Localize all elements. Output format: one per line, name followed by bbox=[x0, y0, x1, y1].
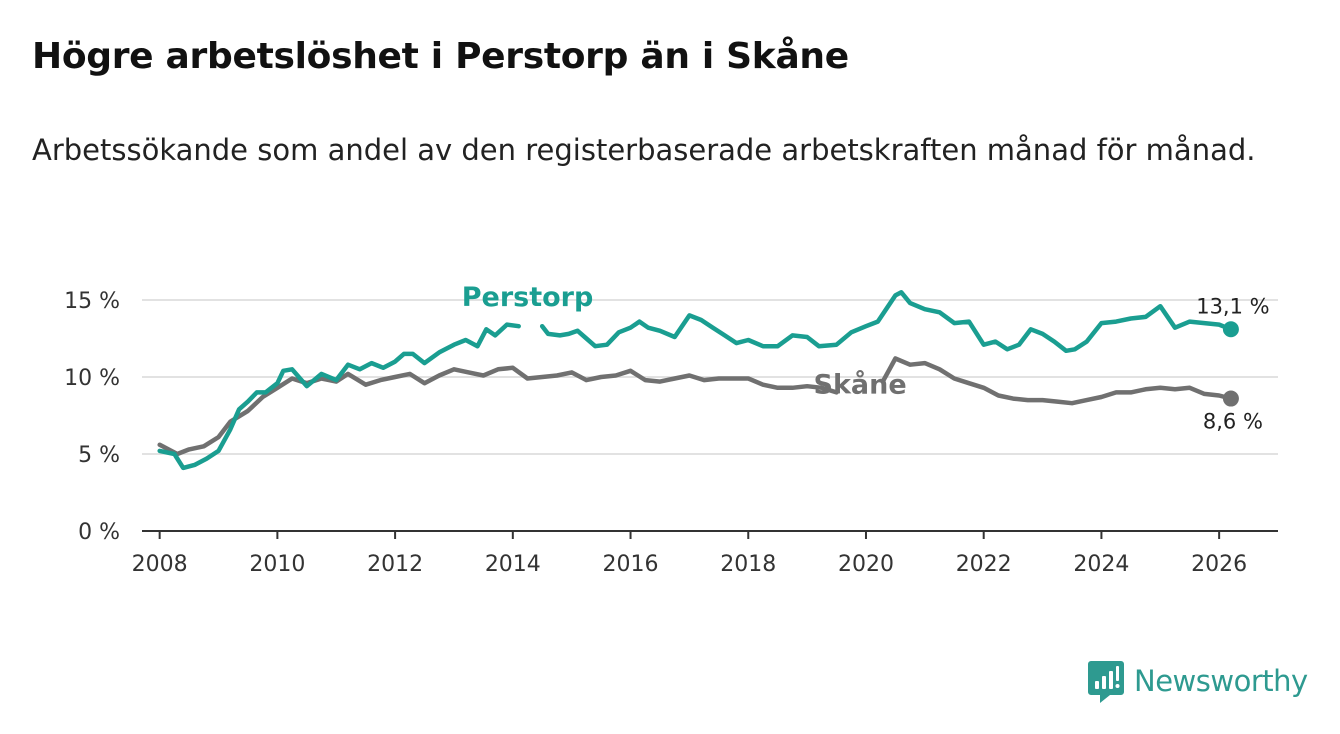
x-tick-label: 2020 bbox=[838, 552, 894, 577]
x-tick-label: 2016 bbox=[603, 552, 659, 577]
skane-series-label: Skåne bbox=[814, 369, 907, 401]
skane-end-point bbox=[1222, 390, 1239, 407]
x-tick-label: 2022 bbox=[956, 552, 1012, 577]
y-tick-label: 0 % bbox=[78, 520, 120, 545]
chart-title: Högre arbetslöshet i Perstorp än i Skåne bbox=[32, 36, 849, 77]
x-tick-label: 2014 bbox=[485, 552, 541, 577]
x-tick-label: 2026 bbox=[1191, 552, 1247, 577]
gridlines bbox=[142, 299, 1278, 532]
series-labels: Perstorp Skåne 13,1 % 8,6 % bbox=[462, 282, 1270, 434]
perstorp-end-point bbox=[1222, 321, 1239, 338]
newsworthy-brand: Newsworthy bbox=[1088, 659, 1308, 703]
x-tick-label: 2008 bbox=[132, 552, 188, 577]
brand-name: Newsworthy bbox=[1134, 664, 1308, 698]
x-tick-label: 2018 bbox=[720, 552, 776, 577]
x-axis-ticks: 2008 2010 2012 2014 2016 2018 2020 2022 2024 2026 bbox=[132, 531, 1247, 577]
newsworthy-logo-icon bbox=[1088, 661, 1124, 703]
y-tick-label: 15 % bbox=[64, 289, 120, 314]
x-tick-label: 2012 bbox=[367, 552, 423, 577]
perstorp-line bbox=[157, 290, 1234, 471]
skane-end-value: 8,6 % bbox=[1203, 410, 1263, 434]
x-tick-label: 2024 bbox=[1073, 552, 1129, 577]
perstorp-end-value: 13,1 % bbox=[1196, 294, 1269, 318]
chart-subtitle: Arbetssökande som andel av den registerb… bbox=[32, 133, 1256, 167]
skane-line bbox=[157, 356, 1234, 457]
perstorp-series-label: Perstorp bbox=[462, 282, 594, 313]
y-axis-ticks: 0 % 5 % 10 % 15 % bbox=[64, 289, 120, 545]
line-chart: 0 %5 %10 %15 % 2008 2010 2012 2014 2016 2018 2… bbox=[64, 282, 1278, 577]
y-tick-label: 10 % bbox=[64, 366, 120, 391]
x-tick-label: 2010 bbox=[249, 552, 305, 577]
y-tick-label: 5 % bbox=[78, 443, 120, 468]
series-lines bbox=[157, 290, 1239, 471]
